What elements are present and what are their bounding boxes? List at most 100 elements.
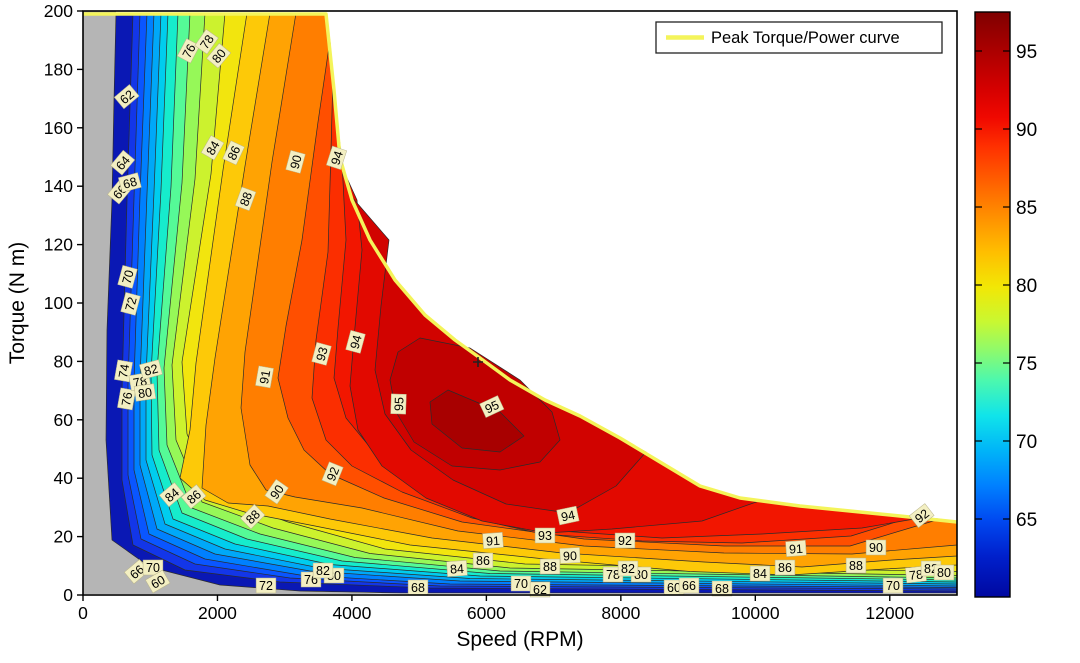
contour-label-82: 82: [617, 560, 639, 577]
contour-label-box: [222, 140, 245, 166]
contour-label-text: 78: [908, 568, 923, 583]
contour-label-box: [142, 559, 164, 576]
contour-label-90: 90: [865, 539, 887, 556]
contour-label-text: 60: [149, 573, 168, 592]
contour-label-93: 93: [534, 527, 556, 544]
contour-label-90: 90: [559, 547, 581, 564]
contour-label-80: 80: [133, 383, 157, 402]
contour-label-box: [117, 387, 136, 411]
contour-label-box: [908, 503, 935, 528]
contour-label-text: 91: [486, 534, 501, 549]
contour-label-text: 72: [259, 579, 273, 593]
contour-label-text: 90: [563, 549, 578, 564]
contour-label-text: 93: [314, 345, 331, 362]
contour-label-text: 70: [146, 561, 160, 575]
contour-label-box: [234, 186, 257, 212]
contour-label-91: 91: [255, 365, 274, 389]
contour-label-64: 64: [110, 149, 136, 176]
contour-label-66: 66: [678, 577, 700, 594]
contour-label-text: 93: [538, 529, 552, 543]
y-tick-label: 180: [44, 59, 73, 79]
contour-label-box: [110, 149, 136, 176]
contour-label-76: 76: [176, 38, 201, 64]
contour-label-86: 86: [222, 140, 245, 166]
contour-label-72: 72: [120, 292, 141, 316]
contour-label-box: [446, 560, 468, 577]
contour-label-74: 74: [114, 359, 133, 383]
contour-label-86: 86: [180, 484, 207, 510]
contour-label-text: 68: [715, 582, 729, 596]
x-tick-label: 4000: [332, 603, 371, 623]
contour-label-box: [311, 342, 332, 366]
contour-label-70: 70: [142, 559, 164, 576]
contour-label-92: 92: [614, 532, 636, 549]
contour-label-text: 91: [257, 369, 273, 385]
contour-label-text: 76: [180, 42, 199, 61]
contour-label-text: 90: [288, 153, 305, 170]
contour-label-text: 86: [225, 144, 244, 163]
contour-label-box: [239, 503, 266, 530]
legend-label: Peak Torque/Power curve: [711, 29, 900, 47]
x-tick-label: 10000: [731, 603, 780, 623]
contour-label-90: 90: [285, 150, 306, 174]
contour-label-text: 70: [120, 268, 137, 285]
x-tick-label: 2000: [198, 603, 237, 623]
y-tick-label: 60: [54, 410, 74, 430]
contour-label-text: 82: [316, 564, 330, 578]
contour-label-box: [139, 359, 163, 380]
contour-label-88: 88: [539, 558, 561, 575]
contour-label-text: 66: [682, 579, 696, 593]
contour-label-88: 88: [845, 557, 867, 574]
contour-bands: [105, 12, 958, 594]
contour-label-text: 78: [606, 568, 620, 582]
contour-label-box: [255, 365, 274, 389]
contour-label-60: 60: [145, 569, 171, 594]
contour-label-text: 62: [533, 583, 547, 597]
contour-label-box: [326, 145, 348, 170]
contour-label-box: [255, 577, 277, 594]
contour-label-82: 82: [139, 359, 163, 380]
contour-label-box: [285, 150, 306, 174]
x-tick-label: 8000: [601, 603, 640, 623]
contour-label-80: 80: [206, 42, 232, 69]
contour-label-text: 92: [912, 506, 932, 526]
contour-label-box: [117, 265, 138, 289]
contour-label-box: [345, 330, 366, 354]
contour-label-text: 68: [122, 175, 139, 192]
contour-label-box: [774, 559, 796, 576]
contour-label-box: [865, 539, 887, 556]
contour-label-84: 84: [749, 565, 771, 582]
contour-label-text: 94: [560, 508, 577, 525]
y-tick-label: 160: [44, 118, 73, 138]
contour-label-text: 90: [869, 541, 883, 555]
contour-label-box: [145, 569, 171, 594]
contour-label-text: 90: [267, 482, 286, 501]
contour-label-70: 70: [510, 575, 532, 592]
contour-label-box: [556, 505, 580, 526]
contour-label-box: [933, 564, 955, 581]
contour-label-box: [559, 547, 581, 564]
colorbar-tick-label: 85: [1016, 198, 1037, 219]
contour-label-86: 86: [774, 559, 796, 576]
contour-label-box: [133, 383, 157, 402]
contour-label-text: 94: [348, 333, 365, 350]
contour-label-91: 91: [785, 540, 807, 557]
contour-label-text: 68: [411, 581, 425, 595]
contour-label-text: 88: [543, 560, 557, 574]
colorbar-gradient: [974, 11, 1011, 598]
contour-label-box: [321, 461, 344, 487]
contour-label-box: [118, 172, 142, 193]
contour-label-box: [785, 540, 807, 557]
colorbar-ticks: 65 70 75 80 85 90 95: [975, 42, 1037, 531]
contour-label-80: 80: [933, 564, 955, 581]
contour-label-93: 93: [311, 342, 332, 366]
colorbar-tick-label: 90: [1016, 120, 1037, 141]
contour-label-88: 88: [239, 503, 266, 530]
contour-label-62: 62: [529, 581, 551, 598]
contour-label-text: 72: [123, 295, 140, 312]
contour-label-box: [539, 558, 561, 575]
contour-label-92: 92: [908, 503, 935, 528]
contour-label-text: 76: [119, 391, 135, 407]
y-tick-label: 120: [44, 235, 73, 255]
